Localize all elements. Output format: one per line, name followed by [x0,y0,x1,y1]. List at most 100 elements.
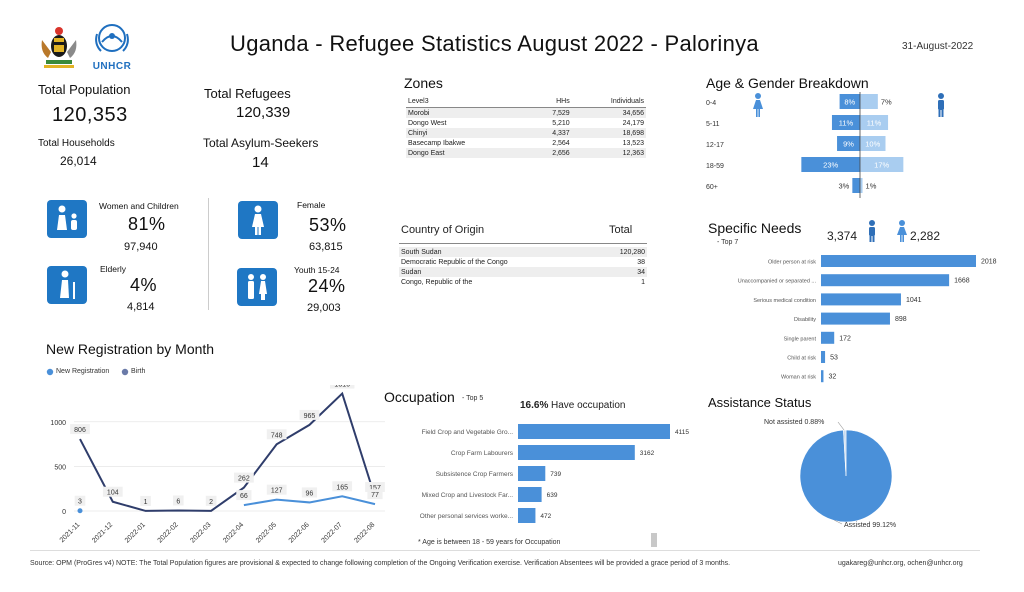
age-category-label: 18-59 [706,163,724,170]
age-bar-right[interactable] [860,94,878,109]
female-icon [238,201,278,239]
female-count: 63,815 [309,241,343,253]
occupation-bar[interactable] [518,487,542,502]
youth-icon [237,268,277,306]
registration-label-bg [140,495,151,506]
occupation-scrollbar[interactable] [651,533,657,547]
age-bar-right[interactable] [860,178,863,193]
zones-col-level3[interactable]: Level3 [406,96,529,108]
elderly-icon [47,266,87,304]
need-bar-label: 898 [895,316,907,323]
registration-label-bg [332,481,353,492]
total-households-value: 26,014 [60,154,97,168]
need-bar[interactable] [821,331,835,344]
registration-label-bg [330,385,355,389]
age-bar-left[interactable] [852,178,860,193]
zone-hhs: 4,337 [528,128,572,138]
new-registration-value: 157 [369,485,381,492]
need-bar[interactable] [821,370,824,383]
registration-x-tick: 2022-06 [288,521,311,544]
age-bar-left[interactable] [839,94,860,109]
age-bar-left-label: 11% [839,119,854,128]
occupation-title: Occupation [384,389,455,405]
occupation-category-label: Crop Farm Labourers [451,450,514,457]
need-bar[interactable] [821,293,901,306]
occupation-bar[interactable] [518,445,635,460]
need-bar-label: 32 [828,374,836,381]
age-bar-right-label: 11% [867,119,882,128]
age-bar-left[interactable] [801,157,860,172]
new-registration-value: 1316 [334,385,350,389]
registration-y-tick: 0 [62,509,66,516]
new-registration-value: 6 [176,498,180,505]
birth-point[interactable] [77,508,83,514]
age-bar-right-label: 7% [881,98,892,107]
registration-x-tick: 2021-11 [59,521,82,544]
zones-col-individuals[interactable]: Individuals [571,96,646,108]
registration-x-tick: 2022-01 [124,521,147,544]
registration-line-chart: 0 500 1000 2021-11 2021-12 2022-01 2022-02 2022… [50,385,385,545]
specific-needs-subtitle: - Top 7 [717,239,739,246]
occupation-bar[interactable] [518,466,546,481]
age-bar-right[interactable] [860,157,904,172]
origin-header-rule [399,243,647,244]
new-registration-value: 965 [304,413,316,420]
page-title: Uganda - Refugee Statistics August 2022 … [230,31,759,56]
origin-total-header[interactable]: Total [609,224,633,236]
pie-leader-not-assisted [837,421,845,431]
registration-label-bg [367,489,383,500]
zones-title: Zones [404,75,443,91]
need-bar-label: 1041 [906,297,922,304]
age-gender-chart: 0-4 8% 7% 5-11 11% 11% 12-17 9% 10% 18-59 23% 17% 60… [706,92,904,198]
age-bar-right[interactable] [860,136,886,151]
age-category-label: 12-17 [706,142,724,149]
zone-name: Dongo West [408,119,447,127]
legend-birth-dot [121,368,129,376]
age-bar-left-label: 23% [823,161,838,170]
need-bar[interactable] [821,274,950,287]
zone-hhs: 2,656 [528,148,572,158]
zones-col-hhs[interactable]: HHs [528,96,572,108]
new-registration-value: 104 [107,490,119,497]
zone-name: Dongo East [406,148,529,158]
age-bar-left[interactable] [831,115,860,130]
need-bar[interactable] [821,255,976,267]
occupation-bar[interactable] [518,424,670,439]
women-children-pct: 81% [128,214,166,234]
need-bar[interactable] [821,312,890,325]
need-category-label: Older person at risk [768,260,816,266]
zone-hhs: 7,529 [528,107,572,118]
total-refugees-value: 120,339 [236,104,291,121]
need-bar[interactable] [821,351,826,363]
legend-birth: Birth [131,368,146,375]
age-bar-right[interactable] [860,115,889,130]
zone-name: Chinyi [406,128,529,138]
birth-value: 96 [306,490,314,497]
occupation-bar[interactable] [518,508,536,523]
group-divider [208,198,209,310]
age-bar-left[interactable] [837,136,860,151]
need-category-label: Single parent [784,336,817,342]
table-row: Dongo West 5,210 24,179 [406,118,646,128]
pie-slice-not-assisted[interactable] [843,429,847,477]
registration-y-tick: 1000 [50,420,66,427]
elderly-count: 4,814 [127,301,155,313]
new-registration-line[interactable] [79,391,376,512]
uganda-coat-of-arms-logo [41,27,77,68]
origin-country: Sudan [399,267,596,277]
registration-label-bg [365,481,385,492]
registration-label-bg [173,495,184,506]
needs-female-icon [897,220,907,242]
birth-value: 66 [240,493,248,500]
total-refugees-label: Total Refugees [204,86,291,101]
birth-line[interactable] [243,495,376,507]
female-figure-icon [753,93,763,117]
zone-name: Basecamp Ibakwe [408,139,466,147]
youth-label: Youth 15-24 [294,265,340,275]
origin-table: South Sudan 120,280 Democratic Republic o… [399,247,647,287]
table-row: Dongo East 2,656 12,363 [406,148,646,158]
need-bar-label: 1668 [954,278,970,285]
specific-needs-female-count: 2,282 [910,229,941,243]
assistance-title: Assistance Status [708,395,812,410]
need-category-label: Serious medical condition [753,298,816,304]
